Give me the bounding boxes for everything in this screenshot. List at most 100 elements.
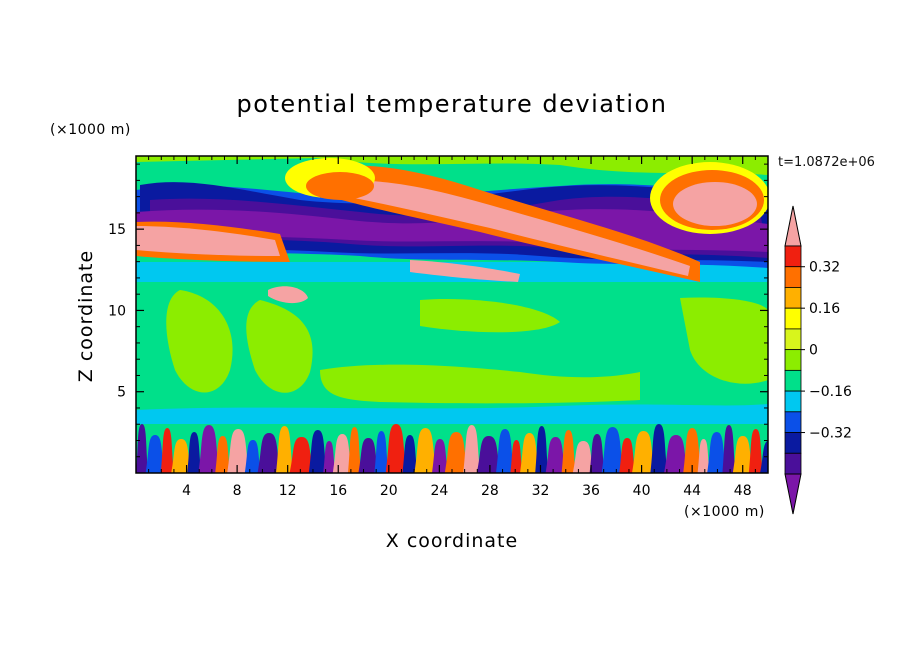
mid-pink-blob: [268, 286, 308, 304]
plume: [358, 438, 379, 473]
colorbar-label: 0.16: [809, 301, 840, 317]
plume: [545, 437, 566, 473]
right-lens-pink: [673, 182, 757, 226]
jet-pink-core: [320, 180, 690, 276]
x-tick-label: 28: [481, 483, 499, 499]
plume: [171, 439, 192, 473]
plume: [632, 431, 655, 473]
colorbar-label: 0: [809, 343, 818, 359]
plume: [561, 430, 576, 473]
colorbar-label: −0.16: [809, 384, 852, 400]
colorbar-label: 0.32: [809, 260, 840, 276]
x-tick-label: 12: [279, 483, 297, 499]
plume: [348, 427, 361, 473]
colorbar-box: [784, 328, 802, 351]
plume: [697, 439, 710, 473]
left-jet-pink: [136, 226, 280, 256]
mid-green-patch-5: [320, 364, 640, 404]
colorbar-box: [784, 369, 802, 392]
mid-cyan-band: [136, 404, 768, 426]
y-axis-unit: (×1000 m): [50, 122, 131, 138]
colorbar-box: [784, 452, 802, 475]
x-axis-label: X coordinate: [386, 530, 518, 552]
x-ticks: 4 8 12 16 20 24 28 32 36 40 44 48: [148, 156, 756, 499]
colorbar-label: −0.32: [809, 426, 852, 442]
mid-green-patch-4: [680, 297, 768, 384]
x-tick-label: 8: [233, 483, 242, 499]
time-label: t=1.0872e+06: [778, 155, 875, 170]
contour-field: [136, 156, 768, 473]
x-tick-label: 36: [582, 483, 600, 499]
x-tick-label: 20: [380, 483, 398, 499]
plume: [332, 434, 352, 473]
plume: [722, 425, 736, 473]
x-tick-label: 16: [329, 483, 347, 499]
y-tick-label: 15: [108, 222, 126, 238]
plume: [215, 436, 231, 473]
plume: [244, 440, 261, 473]
x-tick-label: 44: [683, 483, 701, 499]
colorbar-box: [784, 411, 802, 433]
plume: [323, 441, 336, 473]
plume: [187, 432, 202, 473]
x-tick-label: 40: [633, 483, 651, 499]
plume: [145, 435, 165, 473]
plume: [707, 432, 727, 473]
mid-green-patch-1: [166, 290, 233, 393]
boundary-layer-plumes: [136, 424, 768, 473]
plume: [535, 426, 549, 473]
colorbar-box: [784, 287, 802, 309]
colorbar-box: [784, 307, 802, 330]
mid-green-patch-3: [420, 298, 560, 333]
y-tick-label: 5: [117, 385, 126, 401]
plume: [619, 438, 636, 473]
colorbar-top-triangle: [784, 205, 802, 247]
plume: [374, 431, 389, 473]
plume: [589, 434, 605, 473]
plume: [198, 425, 220, 473]
plume: [289, 437, 314, 473]
y-axis-label: Z coordinate: [75, 250, 97, 382]
x-tick-label: 4: [182, 483, 191, 499]
x-tick-label: 32: [532, 483, 550, 499]
plume: [136, 424, 148, 473]
mid-jet-pink: [410, 260, 520, 282]
plume: [160, 428, 174, 473]
plume: [732, 436, 753, 473]
x-axis-unit: (×1000 m): [684, 504, 765, 520]
mid-green-patch-2: [246, 300, 313, 393]
colorbar-bottom-triangle: [784, 473, 802, 515]
plume: [276, 426, 293, 473]
colorbar-box: [784, 349, 802, 371]
plume: [520, 433, 539, 473]
colorbar-box: [784, 432, 802, 454]
plume: [402, 435, 418, 473]
plume: [650, 424, 668, 473]
plume: [308, 430, 327, 473]
plume: [683, 428, 702, 473]
x-tick-label: 48: [734, 483, 752, 499]
colorbar-box: [784, 266, 802, 288]
y-ticks: 5 10 15: [108, 163, 768, 458]
plume: [748, 429, 763, 473]
plume: [572, 441, 594, 473]
plume: [601, 427, 624, 473]
upper-yellow-green: [136, 156, 768, 175]
plume: [414, 428, 437, 473]
plume: [432, 439, 448, 473]
chart-title: potential temperature deviation: [237, 90, 668, 118]
plume: [510, 440, 523, 473]
y-tick-label: 10: [108, 303, 126, 319]
plume: [664, 435, 688, 473]
colorbar-box: [784, 245, 802, 268]
plume: [476, 436, 501, 473]
plume: [496, 429, 514, 473]
plume: [444, 432, 468, 473]
plume: [385, 424, 407, 473]
plume: [257, 433, 281, 473]
plume: [227, 429, 250, 473]
x-tick-label: 24: [430, 483, 448, 499]
colorbar-box: [784, 390, 802, 413]
top-lens-orange: [306, 172, 374, 200]
